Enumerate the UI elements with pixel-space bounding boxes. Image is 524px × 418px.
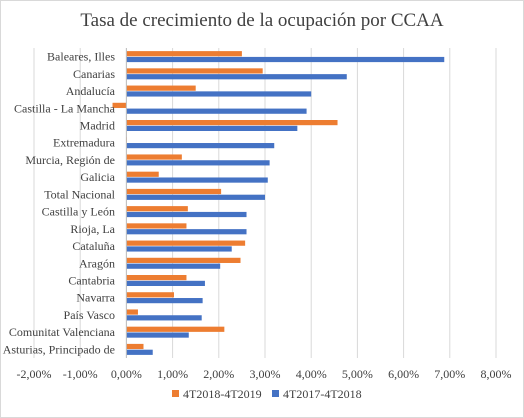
- x-tick-label: 3,00%: [250, 367, 281, 381]
- bar: [126, 143, 275, 149]
- category-label: Castilla y León: [42, 205, 115, 219]
- gridlines: [33, 48, 497, 358]
- x-tick-label: 0,00%: [111, 367, 142, 381]
- bar: [126, 85, 196, 91]
- category-label: Extremadura: [53, 136, 116, 150]
- bar: [126, 211, 247, 218]
- bar: [126, 246, 232, 252]
- category-label: Navarra: [76, 291, 115, 305]
- bar: [126, 263, 221, 269]
- x-tick-label: 8,00%: [481, 367, 512, 381]
- x-tick-label: 2,00%: [203, 367, 234, 381]
- bar: [126, 349, 153, 355]
- bar: [126, 257, 241, 263]
- bar: [126, 343, 144, 350]
- bar: [126, 240, 246, 246]
- chart-title: Tasa de crecimiento de la ocupación por …: [80, 10, 444, 31]
- bar: [112, 102, 127, 108]
- bar: [126, 229, 247, 235]
- x-tick-label: 6,00%: [388, 367, 419, 381]
- bar: [126, 309, 138, 315]
- bar: [126, 223, 187, 229]
- category-label: Andalucía: [66, 84, 116, 98]
- bar: [126, 188, 222, 195]
- bar: [126, 177, 268, 183]
- category-label: Baleares, Illes: [47, 50, 115, 64]
- bar: [126, 74, 347, 80]
- legend-label: 4T2017-4T2018: [283, 387, 362, 401]
- bar: [126, 292, 174, 298]
- bar: [126, 56, 445, 63]
- bar: [126, 154, 182, 160]
- bar: [126, 332, 189, 338]
- category-label: Canarias: [73, 67, 115, 81]
- x-tick-label: 5,00%: [342, 367, 373, 381]
- bar: [126, 315, 202, 321]
- bar: [126, 160, 270, 166]
- legend: 4T2018-4T2019 4T2017-4T2018: [172, 387, 362, 401]
- x-tick-label: -1,00%: [63, 367, 98, 381]
- x-tick-label: -2,00%: [17, 367, 52, 381]
- category-label: Galicia: [80, 170, 115, 184]
- category-label: Castilla - La Mancha: [14, 101, 116, 115]
- category-label: Murcia, Región de: [25, 153, 115, 167]
- category-label: Rioja, La: [70, 222, 115, 236]
- category-label: País Vasco: [64, 308, 115, 322]
- axes: -2,00% -1,00% 0,00% 1,00% 2,00% 3,00% 4,00% 5,0…: [3, 48, 512, 381]
- x-tick-label: 4,00%: [296, 367, 327, 381]
- legend-swatch: [172, 390, 179, 397]
- bars: [112, 51, 445, 355]
- category-label: Cataluña: [72, 239, 115, 253]
- bar: [126, 171, 159, 177]
- bar: [126, 108, 307, 114]
- bar: [126, 298, 203, 304]
- category-label: Comunitat Valenciana: [9, 325, 116, 339]
- category-label: Asturias, Principado de: [3, 342, 115, 356]
- bar: [126, 206, 188, 212]
- bar: [126, 326, 225, 332]
- x-tick-label: 7,00%: [434, 367, 465, 381]
- bar: [126, 280, 205, 286]
- category-label: Aragón: [79, 256, 115, 270]
- legend-swatch: [272, 390, 279, 397]
- category-label: Madrid: [80, 119, 115, 133]
- bar: [126, 51, 242, 57]
- bar: [126, 194, 266, 200]
- bar: [126, 120, 338, 126]
- legend-label: 4T2018-4T2019: [183, 387, 262, 401]
- bar: [126, 125, 298, 131]
- bar: [126, 68, 263, 74]
- bar: [126, 275, 187, 281]
- bar: [126, 91, 312, 97]
- category-label: Total Nacional: [44, 187, 115, 201]
- category-label: Cantabria: [68, 274, 115, 288]
- x-tick-label: 1,00%: [157, 367, 188, 381]
